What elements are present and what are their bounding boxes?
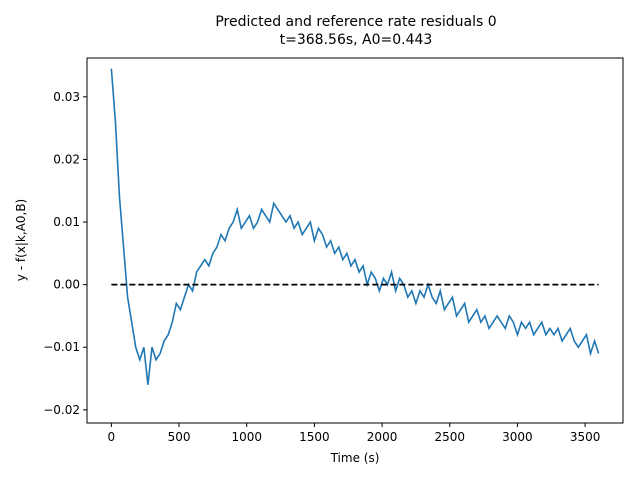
x-axis-label: Time (s) [330, 451, 380, 465]
y-tick-label: −0.01 [43, 340, 80, 354]
y-tick-label: 0.02 [53, 152, 80, 166]
chart-title: Predicted and reference rate residuals 0 [215, 14, 496, 30]
y-tick-label: 0.01 [53, 215, 80, 229]
y-axis-label: y - f(x|k,A0,B) [14, 199, 28, 281]
x-tick-label: 1000 [231, 430, 262, 444]
chart-subtitle: t=368.56s, A0=0.443 [280, 32, 433, 48]
x-tick-label: 3500 [570, 430, 601, 444]
x-tick-label: 2500 [434, 430, 465, 444]
x-tick-label: 500 [168, 430, 191, 444]
x-tick-label: 0 [108, 430, 116, 444]
y-tick-label: −0.02 [43, 403, 80, 417]
line-series [110, 68, 600, 385]
x-tick-label: 2000 [367, 430, 398, 444]
x-tick-label: 3000 [502, 430, 533, 444]
y-tick-label: 0.03 [53, 90, 80, 104]
x-tick-label: 1500 [299, 430, 330, 444]
plot-frame [86, 57, 624, 424]
y-tick-label: 0.00 [53, 278, 80, 292]
